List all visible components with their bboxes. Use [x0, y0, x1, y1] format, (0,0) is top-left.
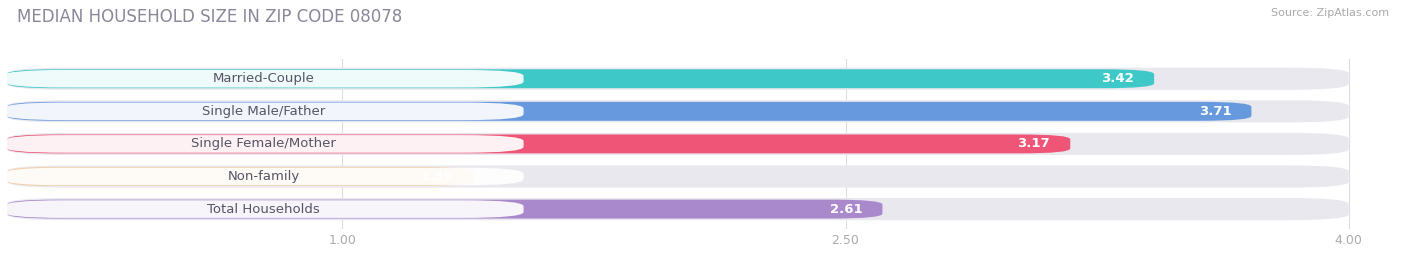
FancyBboxPatch shape — [4, 200, 523, 218]
FancyBboxPatch shape — [7, 68, 1348, 90]
Text: Single Male/Father: Single Male/Father — [202, 105, 325, 118]
Text: Non-family: Non-family — [228, 170, 299, 183]
FancyBboxPatch shape — [7, 100, 1348, 122]
Text: 3.71: 3.71 — [1199, 105, 1232, 118]
Text: Source: ZipAtlas.com: Source: ZipAtlas.com — [1271, 8, 1389, 18]
FancyBboxPatch shape — [7, 200, 883, 218]
FancyBboxPatch shape — [7, 102, 1251, 121]
FancyBboxPatch shape — [7, 198, 1348, 220]
FancyBboxPatch shape — [7, 133, 1348, 155]
Text: 3.17: 3.17 — [1018, 137, 1050, 150]
Text: 1.39: 1.39 — [420, 170, 453, 183]
Text: Single Female/Mother: Single Female/Mother — [191, 137, 336, 150]
Text: 3.42: 3.42 — [1101, 72, 1135, 85]
Text: 2.61: 2.61 — [830, 203, 862, 215]
FancyBboxPatch shape — [7, 167, 474, 186]
FancyBboxPatch shape — [4, 70, 523, 87]
FancyBboxPatch shape — [4, 135, 523, 153]
FancyBboxPatch shape — [4, 168, 523, 185]
FancyBboxPatch shape — [7, 69, 1154, 88]
FancyBboxPatch shape — [7, 165, 1348, 187]
Text: MEDIAN HOUSEHOLD SIZE IN ZIP CODE 08078: MEDIAN HOUSEHOLD SIZE IN ZIP CODE 08078 — [17, 8, 402, 26]
Text: Married-Couple: Married-Couple — [212, 72, 315, 85]
Text: Total Households: Total Households — [207, 203, 321, 215]
FancyBboxPatch shape — [7, 134, 1070, 153]
FancyBboxPatch shape — [4, 102, 523, 120]
